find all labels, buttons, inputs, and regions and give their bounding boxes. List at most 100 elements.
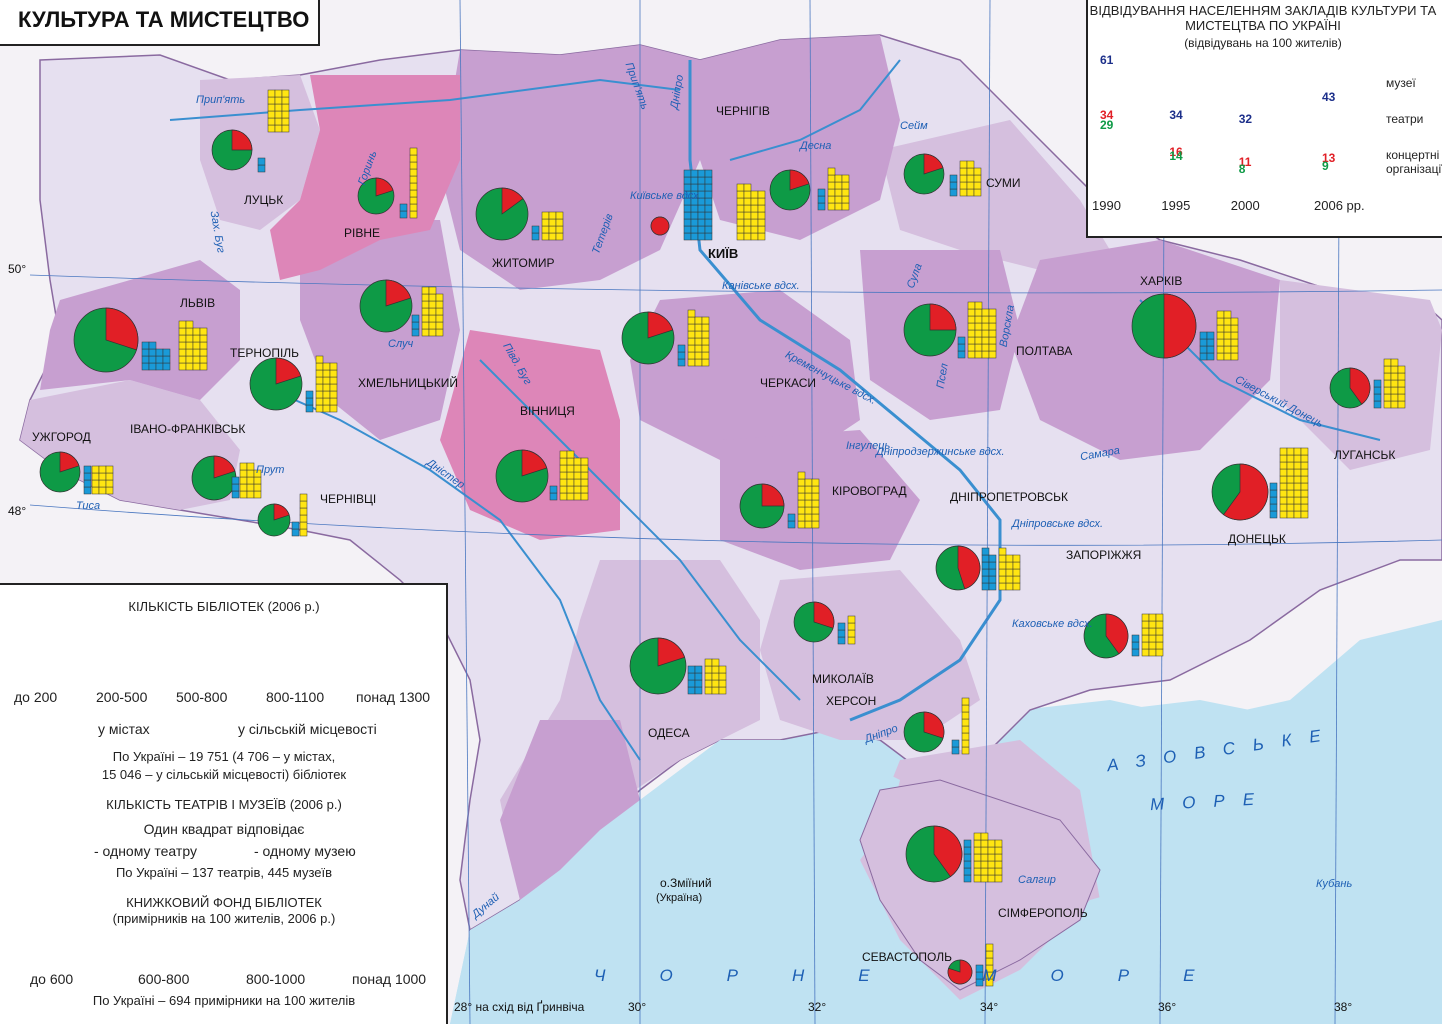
region-13-theatre-square bbox=[1199, 345, 1208, 354]
region-9-museum-square bbox=[421, 300, 430, 309]
region-13-theatre-square bbox=[1206, 331, 1215, 340]
region-8-museum-square bbox=[315, 390, 324, 399]
region-12-museum-square bbox=[974, 322, 983, 331]
region-symbol-19 bbox=[935, 545, 1021, 591]
region-12-libraries-pie-urban-slice bbox=[929, 303, 957, 331]
region-11-museum-square bbox=[701, 330, 710, 339]
region-4-theatre-square bbox=[690, 225, 699, 234]
region-5-theatre-square bbox=[817, 195, 826, 204]
river-label: Салгир bbox=[1018, 874, 1056, 886]
region-10-museum-square bbox=[573, 485, 582, 494]
region-18-museum-square bbox=[797, 485, 806, 494]
region-12-museum-square bbox=[967, 350, 976, 359]
region-25-theatre-square bbox=[963, 839, 972, 848]
region-25-theatre-square bbox=[963, 867, 972, 876]
city-label: ЧЕРНІВЦІ bbox=[320, 492, 377, 506]
region-20-museum-square bbox=[1279, 468, 1288, 477]
region-8-museum-square bbox=[315, 355, 324, 364]
region-25-museum-square bbox=[973, 860, 982, 869]
region-14-museum-square bbox=[1390, 400, 1399, 409]
river-label: Інгулець bbox=[846, 440, 891, 452]
region-7-theatre-square bbox=[148, 362, 157, 371]
region-4-theatre-square bbox=[704, 232, 713, 241]
city-label: ЗАПОРІЖЖЯ bbox=[1066, 548, 1142, 562]
city-label: ОДЕСА bbox=[648, 726, 690, 740]
region-4-theatre-square bbox=[690, 176, 699, 185]
region-6-libraries-pie-urban-slice bbox=[923, 153, 944, 175]
region-4-theatre-square bbox=[683, 169, 692, 178]
region-10-museum-square bbox=[559, 471, 568, 480]
region-19-theatre-square bbox=[988, 561, 997, 570]
region-10-museum-square bbox=[559, 457, 568, 466]
region-23-museum-square bbox=[961, 732, 970, 741]
region-22-museum-square bbox=[711, 658, 720, 667]
azov-sea bbox=[1030, 700, 1360, 870]
region-14-museum-square bbox=[1390, 379, 1399, 388]
region-7-museum-square bbox=[192, 355, 201, 364]
lon-label: 28° на схід від Ґринвіча bbox=[454, 1000, 585, 1014]
region-11-museum-square bbox=[694, 330, 703, 339]
region-4-theatre-square bbox=[704, 183, 713, 192]
region-18-museum-square bbox=[804, 485, 813, 494]
lon-label: 32° bbox=[808, 1000, 827, 1014]
region-23-museum-square bbox=[961, 746, 970, 755]
region-9-theatre-square bbox=[411, 314, 420, 323]
region-20-museum-square bbox=[1286, 482, 1295, 491]
lat-label: 48° bbox=[8, 504, 27, 518]
region-8-museum-square bbox=[329, 383, 338, 392]
region-15-museum-square bbox=[105, 479, 114, 488]
region-4-theatre-square bbox=[683, 232, 692, 241]
chart-x-tick-label: 1995 bbox=[1161, 198, 1191, 213]
region-25-museum-square bbox=[980, 853, 989, 862]
river-label: Случ bbox=[388, 338, 414, 350]
region-symbols bbox=[39, 89, 1406, 987]
region-15-museum-square bbox=[91, 465, 100, 474]
chart-data-label: 43 bbox=[1322, 89, 1336, 104]
region-17-museum-square bbox=[299, 493, 308, 502]
region-6-theatre-square bbox=[949, 181, 958, 190]
region-12-museum-square bbox=[974, 301, 983, 310]
region-6-museum-square bbox=[966, 167, 975, 176]
region-7-theatre-square bbox=[155, 348, 164, 357]
region-1-museum-square bbox=[267, 103, 276, 112]
region-4-theatre-square bbox=[704, 169, 713, 178]
chart-x-tick-label: 2000 bbox=[1230, 198, 1260, 213]
region-17-theatre-square bbox=[291, 521, 300, 530]
region-15-museum-square bbox=[98, 479, 107, 488]
region-20-museum-square bbox=[1279, 475, 1288, 484]
region-17-museum-square bbox=[299, 500, 308, 509]
region-13-museum-square bbox=[1223, 317, 1232, 326]
region-18-museum-square bbox=[797, 520, 806, 529]
region-7-theatre-square bbox=[155, 362, 164, 371]
region-12-theatre-square bbox=[957, 350, 966, 359]
region-11-museum-square bbox=[694, 337, 703, 346]
chart-legend-label: концертні організації bbox=[1386, 148, 1442, 176]
region-4-theatre-square bbox=[683, 176, 692, 185]
region-12-museum-square bbox=[988, 308, 997, 317]
chart-data-label: 29 bbox=[1100, 118, 1114, 133]
region-5-museum-square bbox=[827, 202, 836, 211]
legend-libraries-title: КІЛЬКІСТЬ БІБЛІОТЕК (2006 р.) bbox=[128, 599, 320, 614]
region-symbol-20 bbox=[1211, 447, 1309, 521]
region-10-museum-square bbox=[559, 485, 568, 494]
region-3-museum-square bbox=[548, 232, 557, 241]
region-18-museum-square bbox=[804, 492, 813, 501]
city-label: ЧЕРКАСИ bbox=[760, 376, 817, 390]
region-13-museum-square bbox=[1216, 317, 1225, 326]
region-12-museum-square bbox=[967, 301, 976, 310]
region-symbol-25 bbox=[905, 825, 1003, 883]
region-20-theatre-square bbox=[1269, 489, 1278, 498]
region-20-museum-square bbox=[1279, 489, 1288, 498]
region-9-museum-square bbox=[428, 307, 437, 316]
region-7-museum-square bbox=[178, 327, 187, 336]
region-24-museum-square bbox=[1141, 641, 1150, 650]
region-16-museum-square bbox=[239, 462, 248, 471]
region-20-museum-square bbox=[1286, 447, 1295, 456]
region-18-theatre-square bbox=[787, 520, 796, 529]
region-4-theatre-square bbox=[683, 211, 692, 220]
region-11-theatre-square bbox=[677, 351, 686, 360]
region-19-theatre-square bbox=[981, 575, 990, 584]
region-22-museum-square bbox=[718, 679, 727, 688]
region-19-museum-square bbox=[1012, 554, 1021, 563]
region-22-museum-square bbox=[704, 686, 713, 695]
